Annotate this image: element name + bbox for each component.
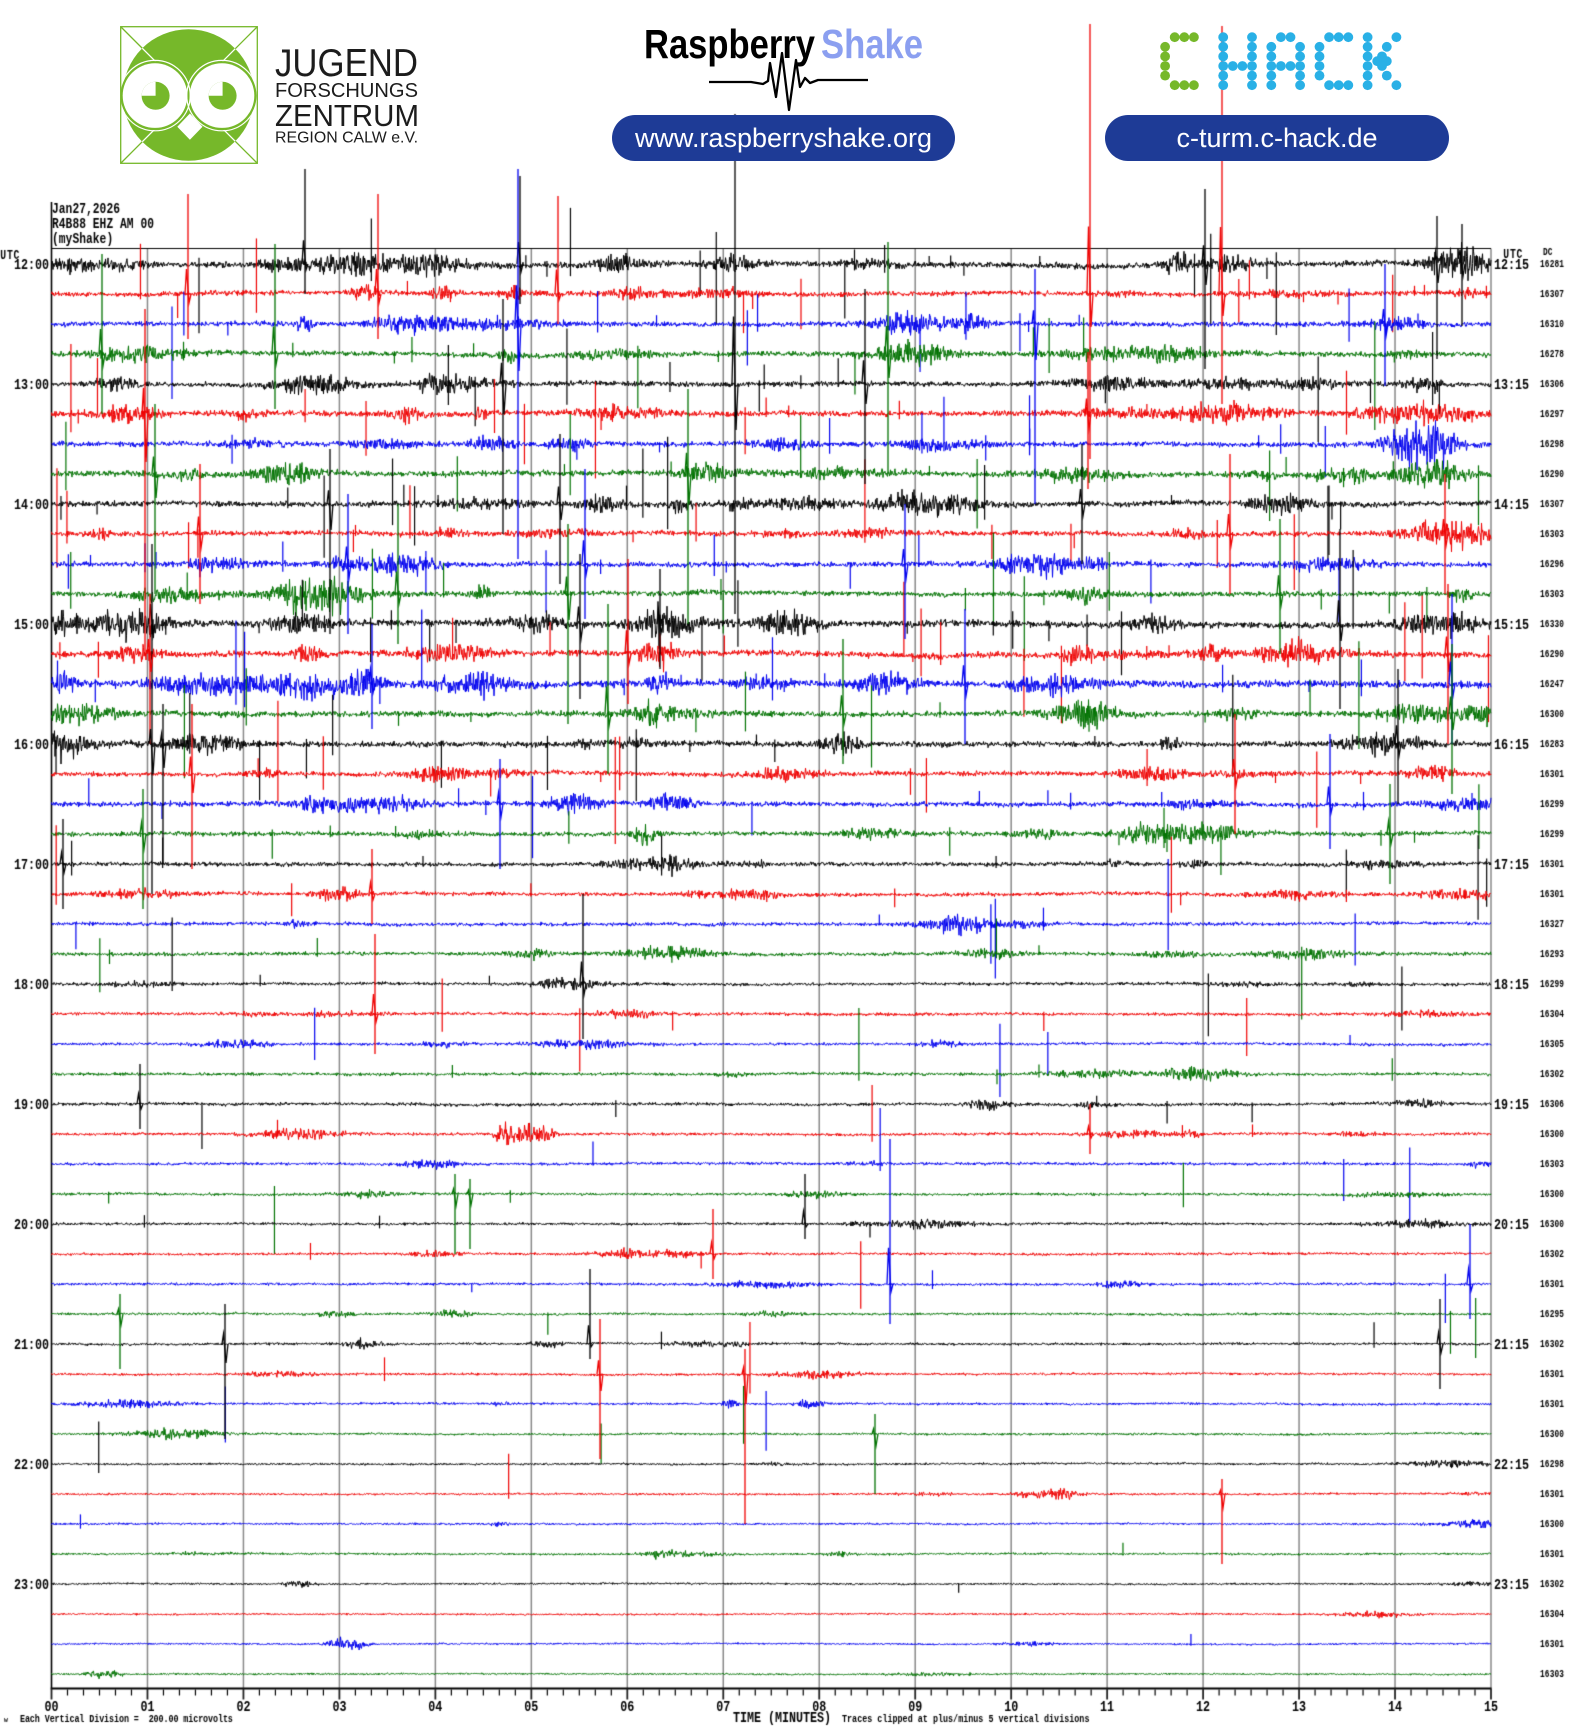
svg-text:REGION CALW e.V.: REGION CALW e.V. (275, 130, 418, 147)
svg-text:Shake: Shake (821, 21, 923, 67)
svg-text:Raspberry: Raspberry (644, 21, 815, 67)
svg-text:ZENTRUM: ZENTRUM (275, 98, 419, 133)
svg-text:FORSCHUNGS: FORSCHUNGS (275, 79, 418, 102)
svg-text:JUGEND: JUGEND (275, 42, 418, 85)
